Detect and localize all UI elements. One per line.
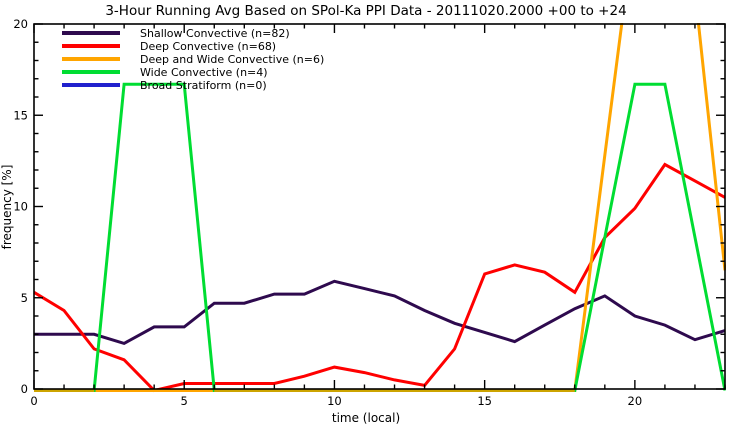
plot-frame xyxy=(33,23,726,390)
x-tick-label: 0 xyxy=(30,394,37,408)
legend-label-broad-stratiform: Broad Stratiform (n=0) xyxy=(140,79,267,92)
x-tick-label: 15 xyxy=(477,394,492,408)
legend-label-shallow-convective: Shallow Convective (n=82) xyxy=(140,27,290,40)
y-tick-label: 0 xyxy=(21,382,28,396)
series-line-wide-convective xyxy=(34,82,726,392)
y-tick-label: 15 xyxy=(13,108,28,122)
x-tick-label: 20 xyxy=(628,394,643,408)
y-tick-label: 20 xyxy=(13,17,28,31)
legend-label-deep-convective: Deep Convective (n=68) xyxy=(140,40,276,53)
x-tick-label: 10 xyxy=(327,394,342,408)
y-tick-label: 5 xyxy=(21,291,28,305)
y-tick-label: 10 xyxy=(13,200,28,214)
x-axis-label: time (local) xyxy=(331,411,401,425)
x-tick-label: 5 xyxy=(181,394,188,408)
series-line-deep-convective xyxy=(33,162,726,393)
legend-label-wide-convective: Wide Convective (n=4) xyxy=(140,66,268,79)
series-line-shallow-convective xyxy=(34,279,726,346)
series-line-deep-and-wide-convective xyxy=(34,23,726,392)
chart-title: 3-Hour Running Avg Based on SPol-Ka PPI … xyxy=(105,3,627,19)
legend-label-deep-and-wide-convective: Deep and Wide Convective (n=6) xyxy=(140,53,324,66)
